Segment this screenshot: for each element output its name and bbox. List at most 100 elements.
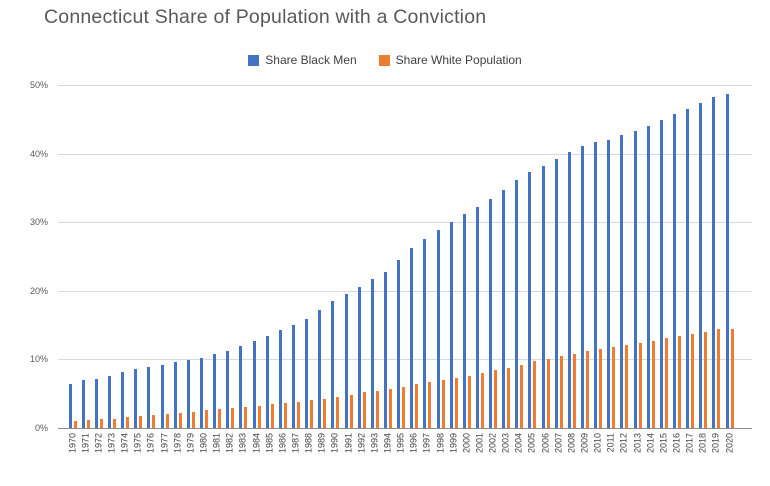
year-group-2000: 2000 [460, 86, 473, 453]
year-group-1972: 1972 [92, 86, 105, 453]
x-axis-label: 1976 [145, 433, 156, 454]
year-group-1997: 1997 [421, 86, 434, 453]
x-axis-label: 2018 [697, 433, 708, 454]
year-group-2012: 2012 [618, 86, 631, 453]
bar-share-black-men-1975 [134, 369, 138, 429]
bar-share-white-population-2004 [520, 364, 524, 429]
gridline [58, 359, 752, 361]
bar-share-white-population-2000 [467, 376, 471, 429]
bar-share-black-men-2005 [528, 171, 532, 429]
bar-share-black-men-1973 [107, 375, 111, 429]
year-group-2008: 2008 [565, 86, 578, 453]
x-axis-label: 2006 [540, 433, 551, 454]
gridline [58, 153, 752, 155]
y-axis-label: 10% [29, 354, 48, 365]
year-group-1988: 1988 [303, 86, 316, 453]
bar-share-black-men-1982 [226, 350, 230, 429]
year-group-1987: 1987 [289, 86, 302, 453]
chart-legend: Share Black Men Share White Population [0, 53, 770, 67]
bar-share-white-population-1995 [402, 387, 406, 429]
bar-share-black-men-2017 [686, 109, 690, 429]
x-axis-label: 1982 [224, 433, 235, 454]
bar-share-white-population-1991 [349, 394, 353, 429]
bar-share-black-men-2008 [567, 151, 571, 429]
bar-share-white-population-2010 [599, 349, 603, 429]
x-axis-label: 2014 [645, 433, 656, 454]
x-axis-label: 1980 [198, 433, 209, 454]
bar-share-black-men-2001 [475, 207, 479, 429]
bar-share-black-men-1996 [410, 247, 414, 429]
bar-share-black-men-2010 [594, 142, 598, 429]
bar-share-white-population-1973 [112, 418, 116, 429]
x-axis-label: 1999 [448, 433, 459, 454]
year-group-2018: 2018 [697, 86, 710, 453]
legend-label-black-men: Share Black Men [265, 53, 357, 67]
year-group-1971: 1971 [79, 86, 92, 453]
bar-share-white-population-1979 [191, 411, 195, 429]
bar-share-black-men-2015 [659, 119, 663, 429]
x-axis-label: 1994 [382, 433, 393, 454]
bar-share-black-men-1992 [357, 287, 361, 429]
legend-swatch-white-population [378, 54, 390, 66]
bar-share-white-population-1988 [310, 400, 314, 429]
y-axis-label: 40% [29, 148, 48, 159]
bar-share-black-men-2006 [541, 165, 545, 429]
year-group-1995: 1995 [395, 86, 408, 453]
bar-share-white-population-1980 [204, 410, 208, 429]
bar-share-black-men-1997 [423, 238, 427, 429]
x-axis-label: 1986 [277, 433, 288, 454]
bar-share-black-men-1986 [278, 330, 282, 429]
bar-groups: 1970 1971 1972 1973 1974 1975 1976 1977 1978 1979… [66, 86, 736, 453]
legend-item-white-population: Share White Population [378, 53, 522, 67]
year-group-2005: 2005 [526, 86, 539, 453]
x-axis-label: 1992 [356, 433, 367, 454]
bar-share-white-population-2018 [704, 331, 708, 429]
year-group-2007: 2007 [552, 86, 565, 453]
bar-share-white-population-2016 [678, 336, 682, 429]
x-axis-label: 1989 [316, 433, 327, 454]
bar-share-white-population-2013 [638, 342, 642, 429]
x-axis-label: 2012 [618, 433, 629, 454]
bar-share-black-men-2000 [462, 213, 466, 429]
year-group-2010: 2010 [592, 86, 605, 453]
bar-share-white-population-1974 [126, 417, 130, 429]
bar-share-black-men-2013 [633, 131, 637, 429]
bar-share-white-population-2017 [691, 333, 695, 429]
x-axis-label: 2007 [553, 433, 564, 454]
bar-share-black-men-2002 [489, 199, 493, 429]
bar-share-white-population-1998 [441, 380, 445, 429]
year-group-1983: 1983 [237, 86, 250, 453]
x-axis-line [58, 428, 752, 429]
x-axis-label: 2010 [592, 433, 603, 454]
bar-share-black-men-1972 [94, 378, 98, 429]
year-group-1978: 1978 [171, 86, 184, 453]
bar-share-black-men-1990 [331, 300, 335, 429]
year-group-1999: 1999 [447, 86, 460, 453]
x-axis-label: 1995 [395, 433, 406, 454]
bar-share-black-men-1988 [305, 318, 309, 429]
bar-share-white-population-2012 [625, 344, 629, 429]
year-group-1990: 1990 [329, 86, 342, 453]
legend-label-white-population: Share White Population [395, 53, 522, 67]
year-group-1985: 1985 [263, 86, 276, 453]
bar-share-white-population-2019 [717, 328, 721, 429]
bar-share-white-population-1997 [428, 382, 432, 429]
bar-share-black-men-1999 [449, 221, 453, 429]
year-group-2014: 2014 [644, 86, 657, 453]
y-axis-label: 50% [29, 80, 48, 90]
x-axis-label: 2011 [605, 433, 616, 453]
x-axis-label: 1985 [264, 433, 275, 454]
x-axis-label: 1981 [211, 433, 222, 454]
year-group-1976: 1976 [145, 86, 158, 453]
bar-share-white-population-1992 [362, 391, 366, 429]
bar-share-white-population-1984 [257, 405, 261, 429]
bar-share-white-population-2009 [586, 351, 590, 429]
bar-share-black-men-2020 [725, 94, 729, 429]
bar-share-black-men-2018 [699, 103, 703, 429]
bar-share-white-population-2005 [533, 361, 537, 429]
x-axis-label: 2005 [526, 433, 537, 454]
bar-share-white-population-1978 [178, 413, 182, 429]
bar-share-white-population-1999 [454, 378, 458, 429]
gridline [58, 290, 752, 292]
year-group-1989: 1989 [316, 86, 329, 453]
